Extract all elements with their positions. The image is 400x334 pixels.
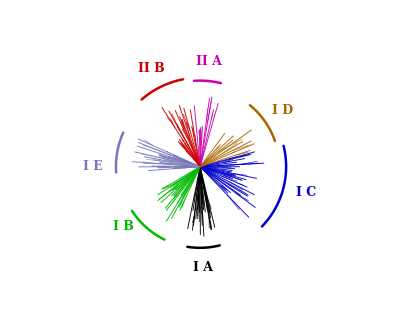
Text: II A: II A <box>196 55 222 68</box>
Text: I B: I B <box>113 220 134 233</box>
Text: I D: I D <box>272 104 293 117</box>
Text: I A: I A <box>193 261 213 274</box>
Text: I C: I C <box>296 186 316 199</box>
Text: II B: II B <box>138 62 165 75</box>
Text: I E: I E <box>83 160 103 173</box>
